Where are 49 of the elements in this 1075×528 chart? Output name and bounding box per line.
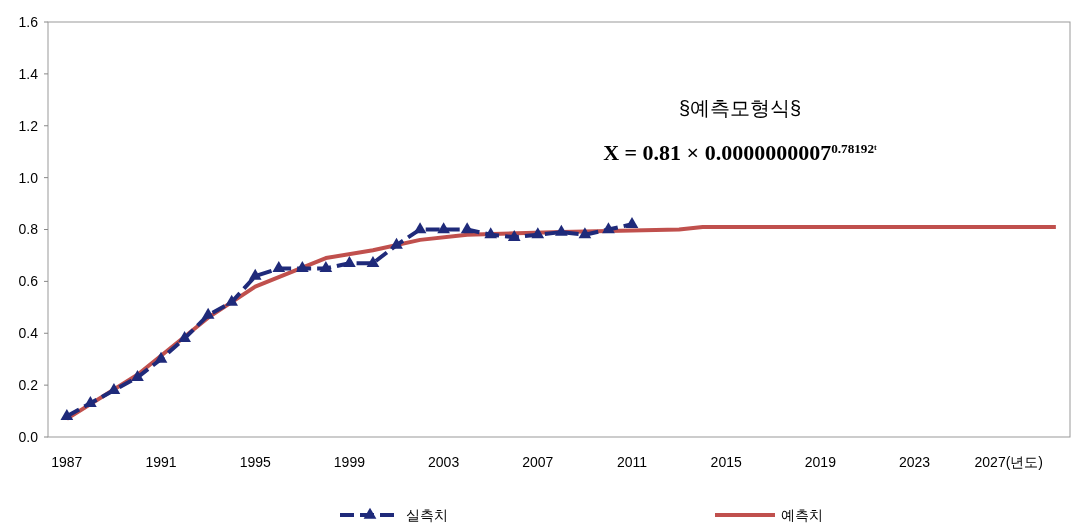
point — [84, 395, 97, 407]
point — [131, 370, 144, 382]
point — [390, 237, 403, 249]
point — [507, 229, 521, 241]
x-tick-label: 1987 — [51, 454, 83, 470]
x-tick-label: 1995 — [239, 454, 272, 470]
x-tick-label: 2023 — [899, 454, 931, 470]
point — [60, 408, 74, 420]
x-tick-label: 2019 — [804, 454, 837, 470]
point — [272, 261, 286, 273]
y-tick-label: 0.0 — [18, 428, 39, 445]
point — [555, 224, 568, 236]
x-tick-label: 1991 — [145, 454, 177, 470]
point — [625, 216, 639, 228]
y-tick-label: 1.4 — [18, 65, 39, 82]
point — [154, 351, 168, 363]
x-tick-label: 2027(년도) — [974, 454, 1044, 470]
annotation: X = 0.81 × 0.0000000007$^{0.78192ᵗ}$ — [603, 140, 878, 165]
y-tick-label: 0.8 — [18, 221, 39, 238]
y-tick-label: 0.2 — [18, 377, 39, 394]
point — [225, 294, 239, 306]
legend-label: 예측치 — [781, 507, 823, 523]
point — [413, 222, 427, 234]
x-tick-label: 2007 — [522, 454, 554, 470]
point — [178, 331, 191, 343]
point — [343, 255, 356, 267]
point — [295, 261, 309, 273]
point — [319, 261, 333, 273]
y-tick-label: 1.6 — [18, 13, 39, 30]
y-tick-label: 0.6 — [18, 273, 39, 290]
point — [460, 222, 474, 234]
y-tick-label: 0.4 — [18, 325, 39, 342]
y-tick-label: 1.2 — [18, 117, 39, 134]
point — [107, 382, 121, 394]
point — [366, 255, 380, 267]
point — [602, 222, 615, 234]
y-tick-label: 1.0 — [18, 169, 39, 186]
point — [201, 307, 215, 319]
x-tick-label: 1999 — [333, 454, 366, 470]
point — [531, 227, 545, 239]
x-tick-label: 2003 — [428, 454, 460, 470]
x-tick-label: 2011 — [616, 454, 648, 470]
annotation: §예측모형식§ — [678, 97, 802, 119]
point — [437, 222, 450, 234]
point — [248, 268, 262, 280]
legend-label: 실측치 — [406, 507, 448, 523]
point — [578, 227, 592, 239]
point — [484, 227, 498, 239]
x-tick-label: 2015 — [710, 454, 742, 470]
